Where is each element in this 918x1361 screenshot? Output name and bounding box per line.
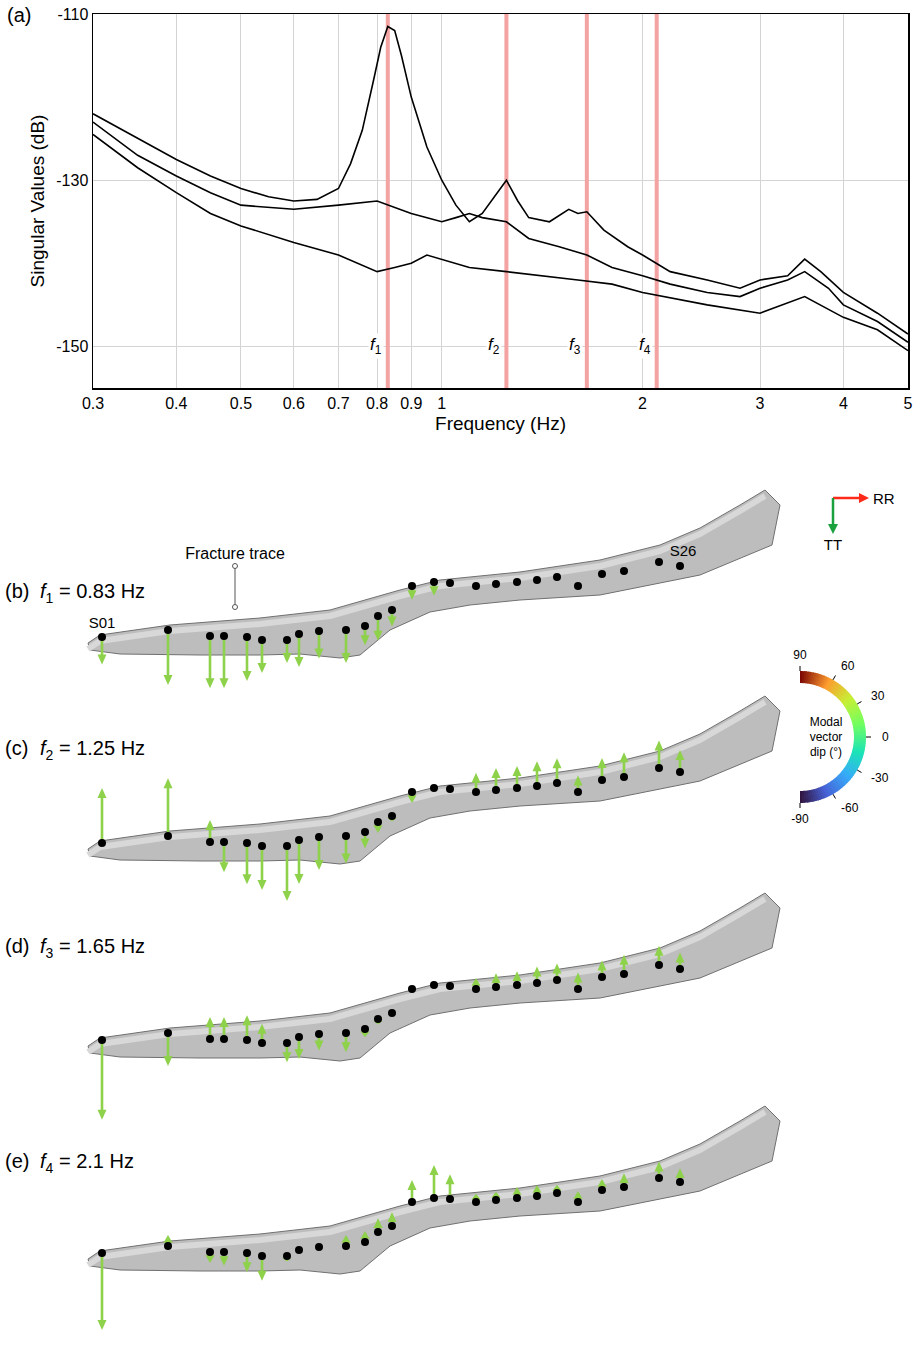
svg-text:dip (°): dip (°) [810, 745, 842, 759]
svg-text:5: 5 [904, 395, 913, 412]
svg-text:0.6: 0.6 [283, 395, 305, 412]
svg-text:-90: -90 [791, 812, 809, 826]
svg-text:(e): (e) [5, 1150, 29, 1172]
svg-text:f​1​: f​1​ [370, 335, 382, 357]
svg-text:1: 1 [437, 395, 446, 412]
svg-text:3: 3 [756, 395, 765, 412]
svg-text:(a): (a) [7, 4, 31, 26]
svg-text:S26: S26 [670, 542, 697, 559]
svg-text:0.3: 0.3 [82, 395, 104, 412]
svg-text:(d): (d) [5, 935, 29, 957]
svg-text:0.7: 0.7 [327, 395, 349, 412]
svg-text:60: 60 [841, 659, 855, 673]
svg-text:0.9: 0.9 [400, 395, 422, 412]
svg-text:f3 = 1.65 Hz: f3 = 1.65 Hz [40, 935, 145, 961]
svg-text:-130: -130 [56, 172, 88, 189]
svg-text:0.4: 0.4 [165, 395, 187, 412]
svg-text:vector: vector [810, 730, 843, 744]
svg-text:f2 = 1.25 Hz: f2 = 1.25 Hz [40, 737, 145, 763]
svg-text:f​2​: f​2​ [488, 335, 500, 357]
svg-text:f​3​: f​3​ [569, 335, 581, 357]
svg-text:90: 90 [793, 648, 807, 662]
svg-text:-150: -150 [56, 338, 88, 355]
svg-text:Singular Values (dB): Singular Values (dB) [27, 115, 48, 288]
svg-text:4: 4 [839, 395, 848, 412]
svg-text:Fracture trace: Fracture trace [185, 545, 285, 562]
svg-text:(b): (b) [5, 580, 29, 602]
svg-text:f​4​: f​4​ [639, 335, 651, 357]
svg-text:0: 0 [882, 730, 889, 744]
svg-text:(c): (c) [5, 737, 28, 759]
svg-text:-60: -60 [841, 801, 859, 815]
svg-text:0.5: 0.5 [230, 395, 252, 412]
svg-text:-30: -30 [871, 771, 889, 785]
svg-text:0.8: 0.8 [366, 395, 388, 412]
svg-text:Modal: Modal [810, 715, 843, 729]
svg-text:TT: TT [824, 536, 842, 553]
svg-text:2: 2 [638, 395, 647, 412]
svg-text:S01: S01 [89, 614, 116, 631]
svg-text:-110: -110 [57, 6, 88, 23]
svg-text:f1 = 0.83 Hz: f1 = 0.83 Hz [40, 580, 145, 606]
svg-text:f4 = 2.1 Hz: f4 = 2.1 Hz [40, 1150, 134, 1176]
svg-text:30: 30 [871, 689, 885, 703]
svg-text:RR: RR [873, 490, 895, 507]
svg-text:Frequency (Hz): Frequency (Hz) [435, 413, 566, 434]
